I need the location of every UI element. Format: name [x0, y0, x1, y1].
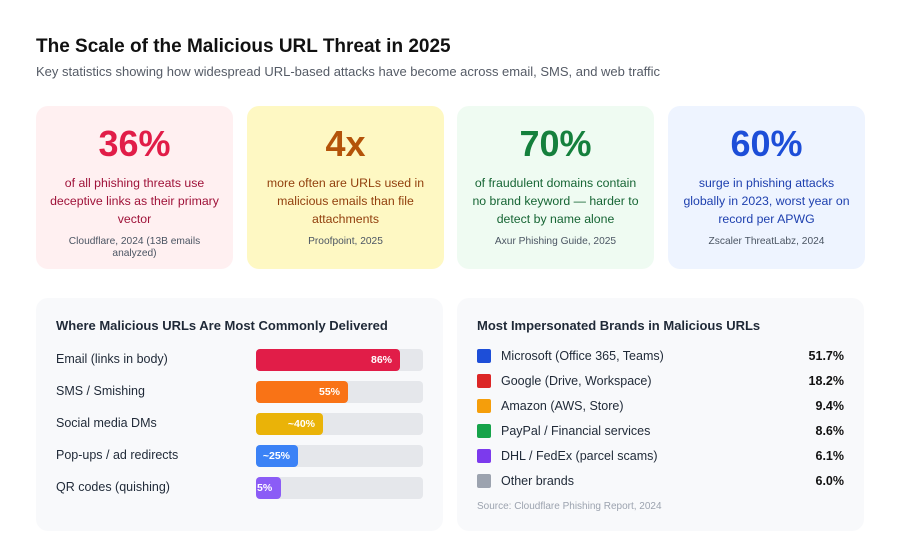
- brand-row: Other brands 6.0%: [477, 473, 844, 489]
- brand-color-swatch: [477, 449, 491, 463]
- bar-value-label: ~40%: [287, 418, 315, 430]
- bar: ~25%: [256, 445, 298, 467]
- bar-category-label: SMS / Smishing: [56, 384, 145, 398]
- stat-value: 36%: [98, 123, 171, 164]
- bar: 5%: [256, 477, 281, 499]
- brand-color-swatch: [477, 474, 491, 488]
- bar-category-label: Email (links in body): [56, 352, 168, 366]
- stat-source: Proofpoint, 2025: [308, 236, 383, 247]
- page-title: The Scale of the Malicious URL Threat in…: [36, 36, 451, 57]
- brands-source: Source: Cloudflare Phishing Report, 2024: [477, 501, 662, 512]
- bar-category-label: Social media DMs: [56, 416, 157, 430]
- bar-track: 86%: [256, 349, 423, 371]
- brand-color-swatch: [477, 349, 491, 363]
- bar: 55%: [256, 381, 348, 403]
- bar-track: 55%: [256, 381, 423, 403]
- bar-row: QR codes (quishing) 5%: [56, 477, 423, 499]
- brand-percentage: 51.7%: [808, 349, 844, 363]
- bar-row: Email (links in body) 86%: [56, 349, 423, 371]
- stat-source: Axur Phishing Guide, 2025: [494, 236, 617, 247]
- stat-value: 70%: [519, 123, 592, 164]
- bar-track: ~40%: [256, 413, 423, 435]
- stat-card-no-brand-keyword: 70% of fraudulent domains contain no bra…: [457, 106, 654, 269]
- brand-color-swatch: [477, 399, 491, 413]
- stat-description: more often are URLs used in malicious em…: [266, 176, 425, 226]
- brand-label: DHL / FedEx (parcel scams): [501, 449, 658, 463]
- brand-label: Amazon (AWS, Store): [501, 399, 624, 413]
- brand-percentage: 6.0%: [815, 474, 845, 488]
- bar-row: SMS / Smishing 55%: [56, 381, 423, 403]
- stat-source: Zscaler ThreatLabz, 2024: [708, 236, 825, 247]
- brand-color-swatch: [477, 424, 491, 438]
- brand-percentage: 6.1%: [815, 449, 845, 463]
- stat-description: surge in phishing attacks globally in 20…: [683, 176, 850, 226]
- delivery-chart-panel: Where Malicious URLs Are Most Commonly D…: [36, 298, 443, 531]
- bar: 86%: [256, 349, 400, 371]
- delivery-chart-title: Where Malicious URLs Are Most Commonly D…: [56, 318, 388, 333]
- stat-value: 60%: [730, 123, 803, 164]
- brands-panel: Most Impersonated Brands in Malicious UR…: [457, 298, 864, 531]
- bar-value-label: 55%: [318, 386, 340, 398]
- bar-value-label: 5%: [257, 482, 273, 494]
- brand-percentage: 8.6%: [815, 424, 845, 438]
- bar-track: ~25%: [256, 445, 423, 467]
- brand-row: PayPal / Financial services 8.6%: [477, 423, 844, 439]
- stat-card-url-vs-attachments: 4x more often are URLs used in malicious…: [247, 106, 444, 269]
- stat-description: of fraudulent domains contain no brand k…: [472, 176, 639, 226]
- bar-category-label: Pop-ups / ad redirects: [56, 448, 179, 462]
- bar-category-label: QR codes (quishing): [56, 480, 170, 494]
- stat-card-phishing-surge: 60% surge in phishing attacks globally i…: [668, 106, 865, 269]
- page-subtitle: Key statistics showing how widespread UR…: [36, 64, 661, 79]
- brand-label: Other brands: [501, 474, 574, 488]
- brand-label: Google (Drive, Workspace): [501, 374, 652, 388]
- bar-track: 5%: [256, 477, 423, 499]
- bar-value-label: ~25%: [262, 450, 290, 462]
- stat-source: Cloudflare, 2024 (13B emails analyzed): [68, 236, 201, 259]
- stat-description: of all phishing threats use deceptive li…: [50, 176, 219, 226]
- bar: ~40%: [256, 413, 323, 435]
- bar-row: Social media DMs ~40%: [56, 413, 423, 435]
- brand-percentage: 18.2%: [808, 374, 844, 388]
- brand-color-swatch: [477, 374, 491, 388]
- brand-row: DHL / FedEx (parcel scams) 6.1%: [477, 448, 844, 464]
- brand-percentage: 9.4%: [815, 399, 845, 413]
- stat-value: 4x: [325, 123, 366, 164]
- brands-title: Most Impersonated Brands in Malicious UR…: [477, 318, 761, 333]
- brand-row: Google (Drive, Workspace) 18.2%: [477, 373, 844, 389]
- bar-value-label: 86%: [370, 354, 392, 366]
- stat-card-link-share: 36% of all phishing threats use deceptiv…: [36, 106, 233, 269]
- bar-row: Pop-ups / ad redirects ~25%: [56, 445, 423, 467]
- brand-label: PayPal / Financial services: [501, 424, 651, 438]
- brand-label: Microsoft (Office 365, Teams): [501, 349, 664, 363]
- brand-row: Microsoft (Office 365, Teams) 51.7%: [477, 348, 844, 364]
- brand-row: Amazon (AWS, Store) 9.4%: [477, 398, 844, 414]
